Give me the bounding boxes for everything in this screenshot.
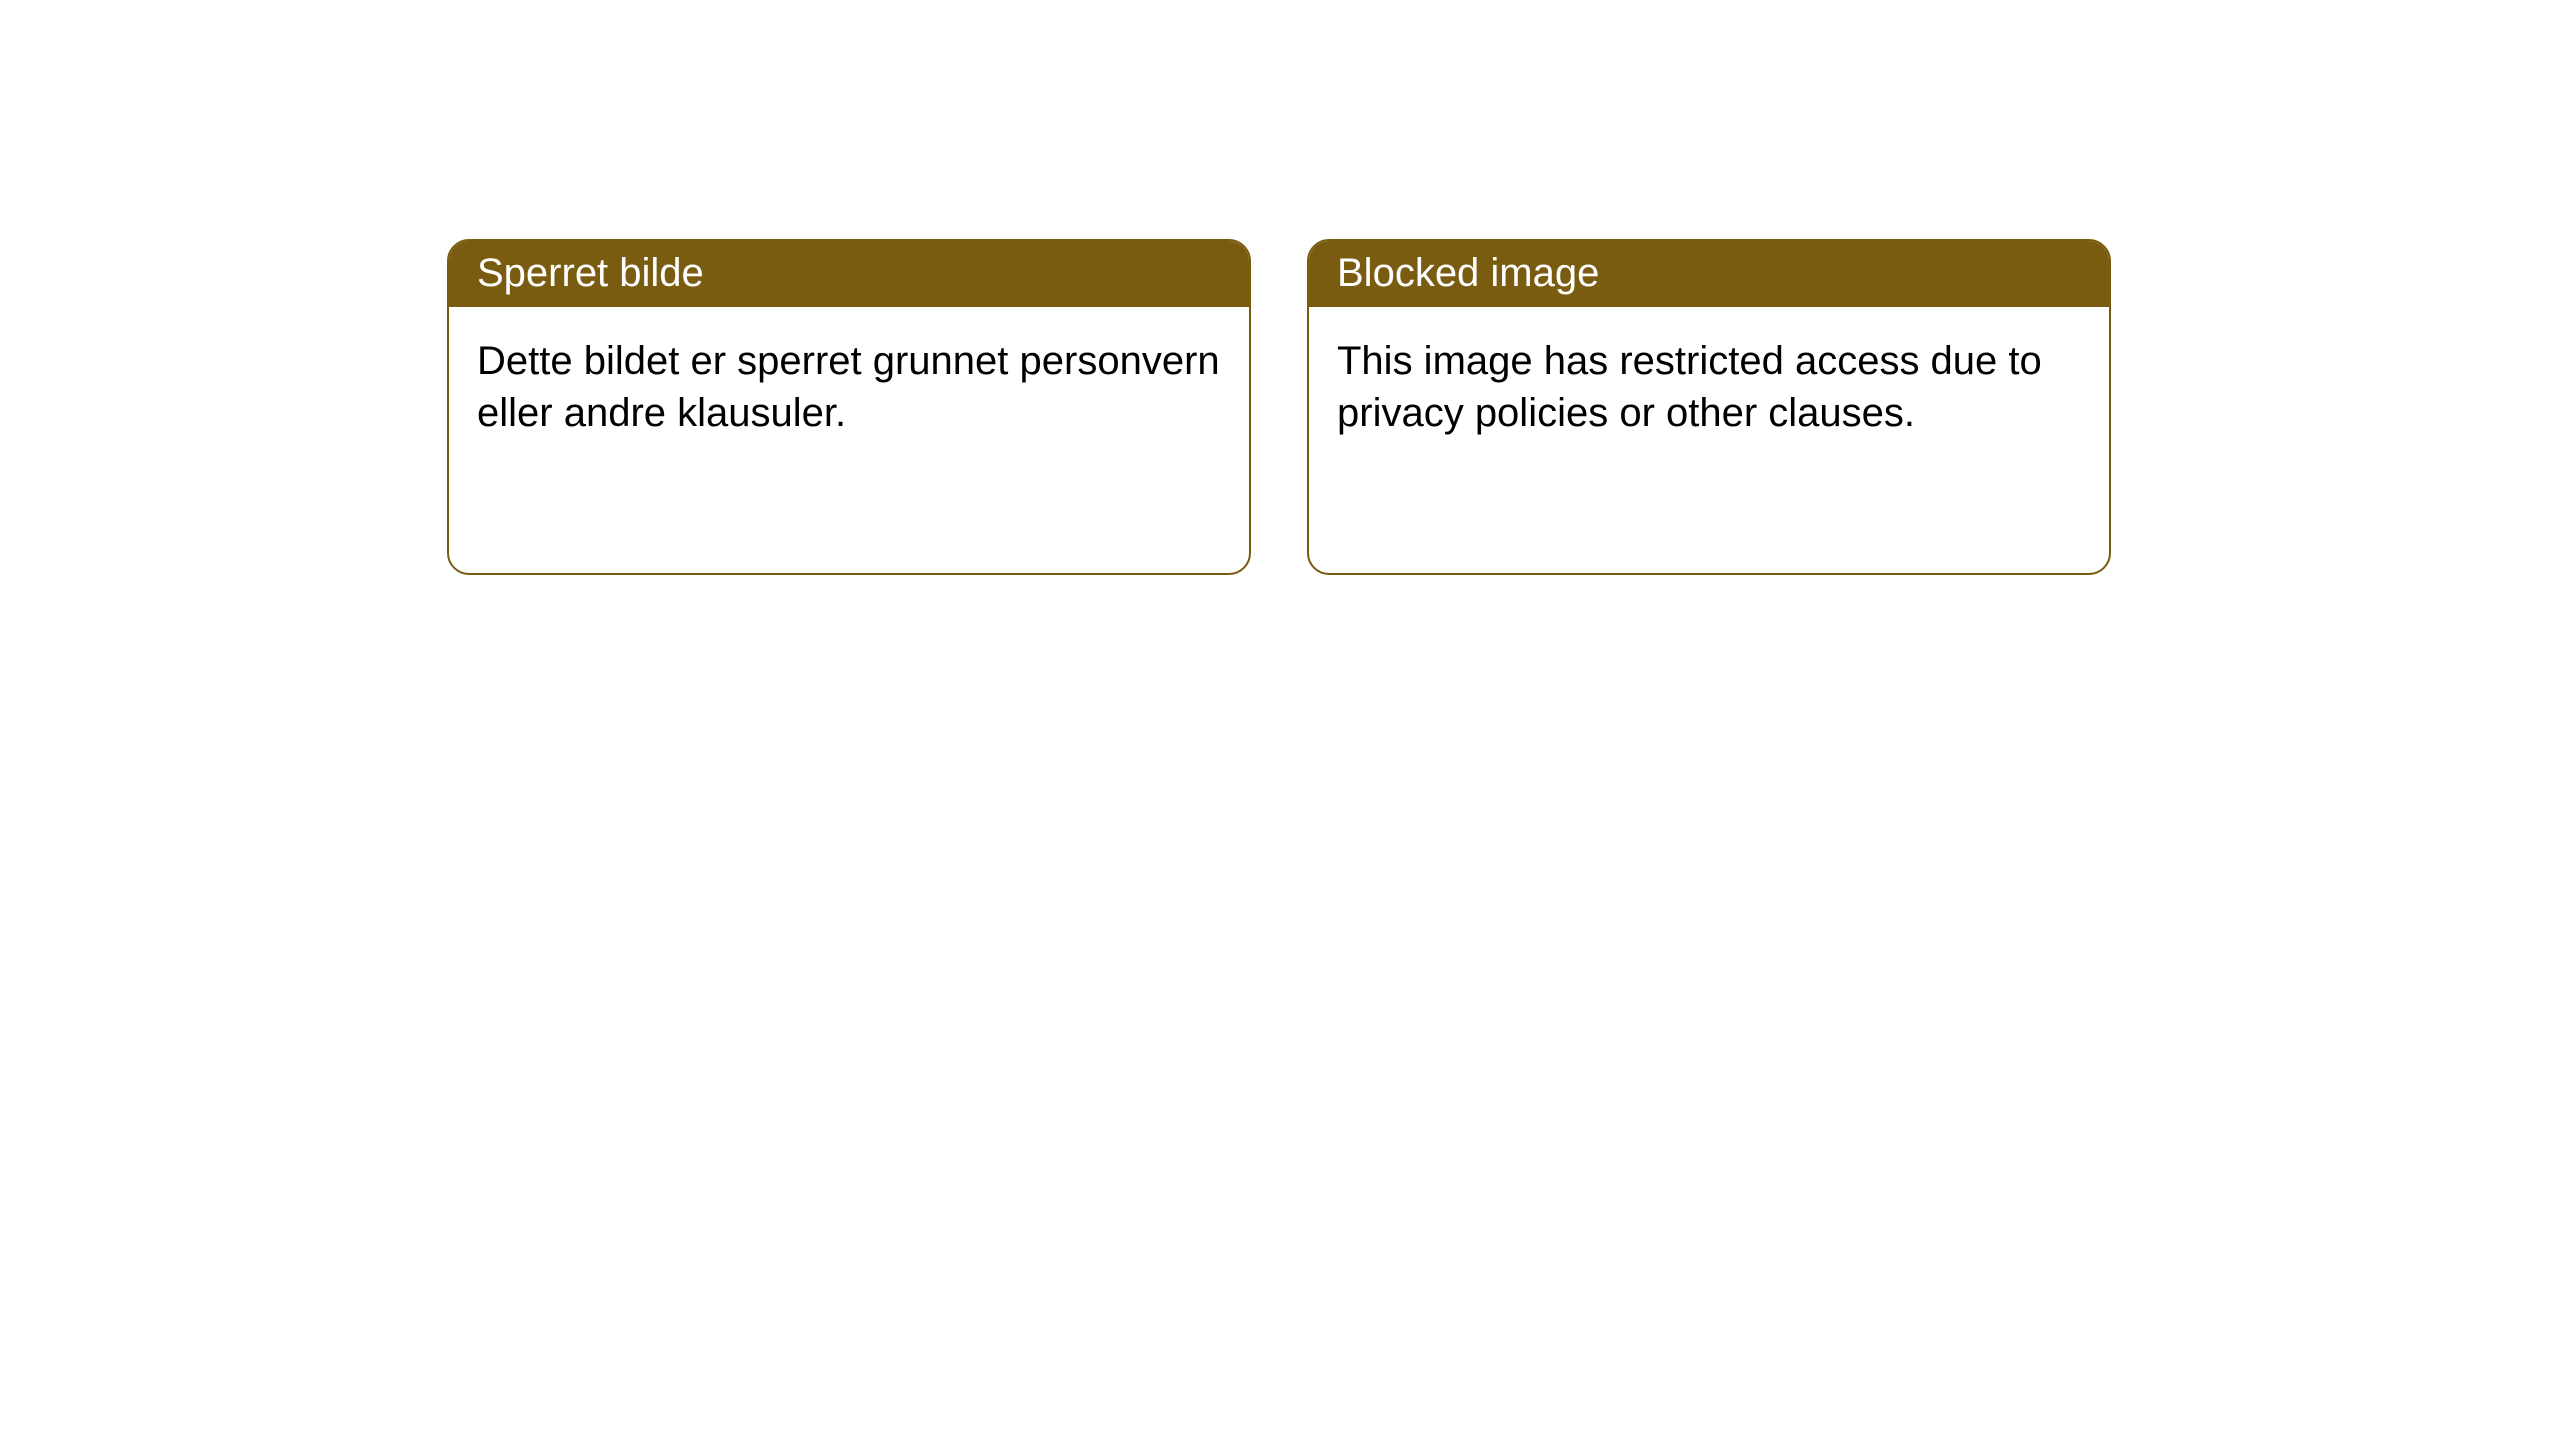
notice-title: Blocked image [1309, 241, 2109, 307]
notice-body-text: This image has restricted access due to … [1309, 307, 2109, 439]
notice-body-text: Dette bildet er sperret grunnet personve… [449, 307, 1249, 439]
notice-container: Sperret bilde Dette bildet er sperret gr… [447, 239, 2111, 575]
notice-card-norwegian: Sperret bilde Dette bildet er sperret gr… [447, 239, 1251, 575]
notice-title: Sperret bilde [449, 241, 1249, 307]
notice-card-english: Blocked image This image has restricted … [1307, 239, 2111, 575]
